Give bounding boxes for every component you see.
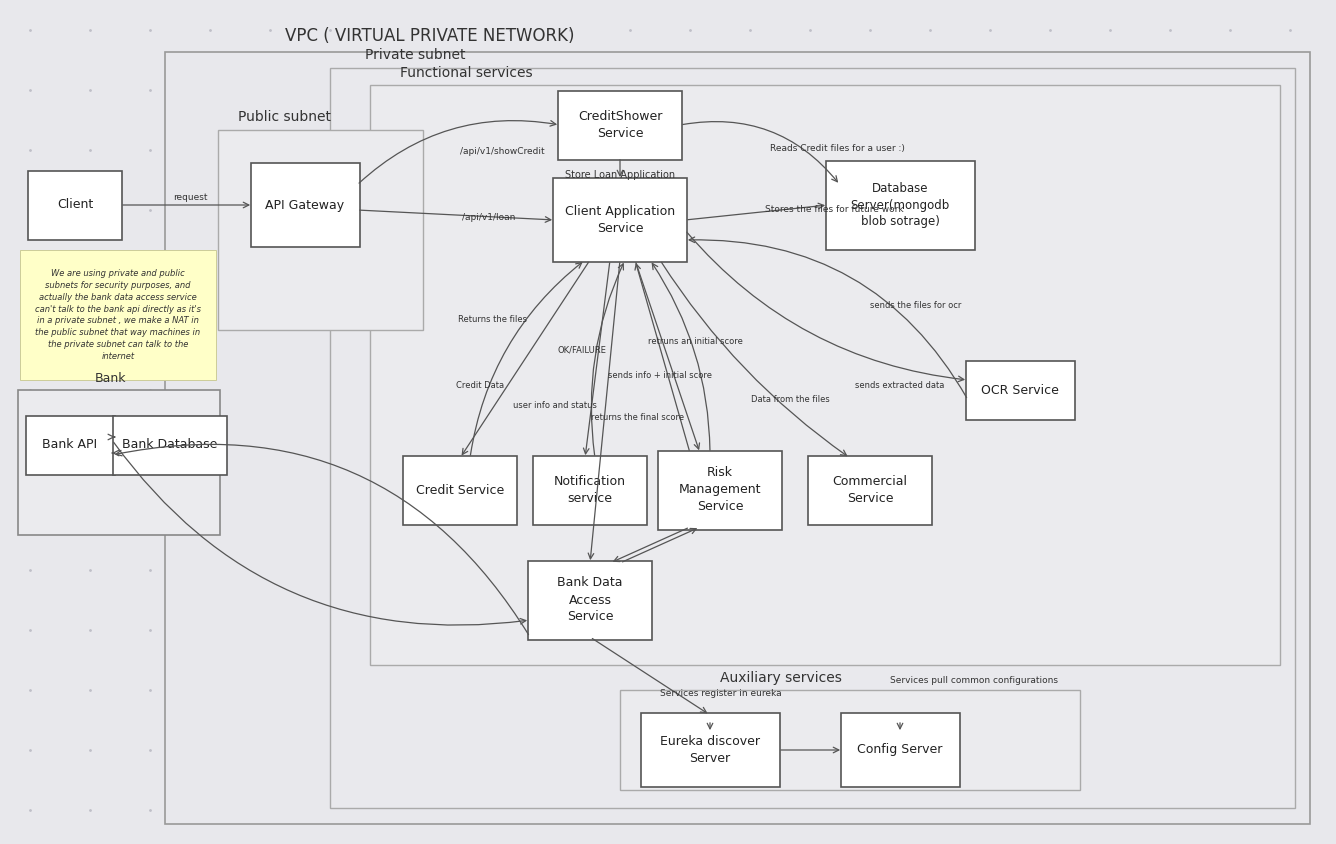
FancyBboxPatch shape xyxy=(370,85,1280,665)
FancyBboxPatch shape xyxy=(218,130,424,330)
Text: /api/v1/showCredit: /api/v1/showCredit xyxy=(460,148,545,156)
FancyBboxPatch shape xyxy=(25,415,115,474)
Text: Client: Client xyxy=(57,198,94,212)
Text: Bank: Bank xyxy=(95,372,127,385)
FancyBboxPatch shape xyxy=(826,160,974,250)
Text: request: request xyxy=(172,193,207,203)
Text: Returns the files: Returns the files xyxy=(457,316,526,324)
FancyBboxPatch shape xyxy=(28,170,122,240)
Text: Notification
service: Notification service xyxy=(554,475,627,505)
FancyBboxPatch shape xyxy=(840,713,959,787)
Text: Credit Data: Credit Data xyxy=(456,381,504,389)
FancyBboxPatch shape xyxy=(330,68,1295,808)
Text: Commercial
Service: Commercial Service xyxy=(832,475,907,505)
Text: Store Loan Application: Store Loan Application xyxy=(565,170,675,180)
FancyBboxPatch shape xyxy=(620,690,1079,790)
Text: /api/v1/loan: /api/v1/loan xyxy=(462,214,516,223)
FancyBboxPatch shape xyxy=(251,163,359,247)
FancyBboxPatch shape xyxy=(966,360,1074,419)
FancyBboxPatch shape xyxy=(533,456,647,524)
Text: Services register in eureka: Services register in eureka xyxy=(660,689,782,697)
FancyBboxPatch shape xyxy=(114,415,227,474)
FancyBboxPatch shape xyxy=(640,713,779,787)
Text: sends the files for ocr: sends the files for ocr xyxy=(870,300,962,310)
Text: Risk
Management
Service: Risk Management Service xyxy=(679,467,762,513)
Text: CreditShower
Service: CreditShower Service xyxy=(577,110,663,140)
FancyBboxPatch shape xyxy=(558,90,681,160)
Text: Services pull common configurations: Services pull common configurations xyxy=(890,676,1058,685)
FancyBboxPatch shape xyxy=(528,560,652,640)
FancyBboxPatch shape xyxy=(553,178,687,262)
FancyBboxPatch shape xyxy=(20,250,216,380)
Text: sends info + initial score: sends info + initial score xyxy=(608,371,712,380)
Text: Client Application
Service: Client Application Service xyxy=(565,205,675,235)
Text: Auxiliary services: Auxiliary services xyxy=(720,671,842,685)
Text: Stores the files for future work: Stores the files for future work xyxy=(766,205,903,214)
Text: Reads Credit files for a user :): Reads Credit files for a user :) xyxy=(770,143,904,153)
FancyBboxPatch shape xyxy=(17,390,220,535)
Text: Bank Database: Bank Database xyxy=(123,439,218,452)
Text: user info and status: user info and status xyxy=(513,401,597,409)
Text: OCR Service: OCR Service xyxy=(981,383,1059,397)
Text: retruns an initial score: retruns an initial score xyxy=(648,338,743,347)
Text: Eureka discover
Server: Eureka discover Server xyxy=(660,735,760,765)
Text: Data from the files: Data from the files xyxy=(751,396,830,404)
Text: Database
Server(mongodb
blob sotrage): Database Server(mongodb blob sotrage) xyxy=(851,181,950,229)
Text: Credit Service: Credit Service xyxy=(415,484,504,496)
FancyBboxPatch shape xyxy=(403,456,517,524)
Text: VPC ( VIRTUAL PRIVATE NETWORK): VPC ( VIRTUAL PRIVATE NETWORK) xyxy=(285,27,574,45)
Text: OK/FAILURE: OK/FAILURE xyxy=(557,345,607,354)
Text: Private subnet: Private subnet xyxy=(365,48,465,62)
FancyBboxPatch shape xyxy=(808,456,933,524)
Text: Public subnet: Public subnet xyxy=(238,110,331,124)
Text: Bank API: Bank API xyxy=(43,439,98,452)
Text: We are using private and public
subnets for security purposes, and
actually the : We are using private and public subnets … xyxy=(35,269,200,360)
Text: returns the final score: returns the final score xyxy=(592,414,684,423)
Text: Config Server: Config Server xyxy=(858,744,943,756)
FancyBboxPatch shape xyxy=(166,52,1311,824)
Text: API Gateway: API Gateway xyxy=(266,198,345,212)
Text: sends extracted data: sends extracted data xyxy=(855,381,945,389)
Text: Bank Data
Access
Service: Bank Data Access Service xyxy=(557,576,623,624)
Text: Functional services: Functional services xyxy=(399,66,533,80)
FancyBboxPatch shape xyxy=(659,451,782,529)
